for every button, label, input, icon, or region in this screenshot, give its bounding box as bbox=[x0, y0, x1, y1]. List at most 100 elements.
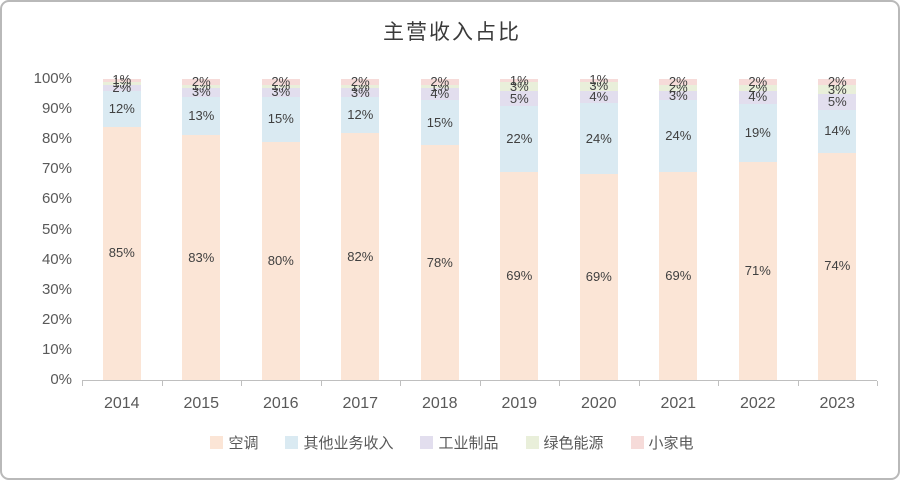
bar-segment-2018 bbox=[420, 145, 459, 380]
y-axis-tick-label: 60% bbox=[41, 190, 72, 208]
bar-segment-label: 83% bbox=[188, 249, 215, 265]
bar-segment-label: 2% bbox=[668, 74, 688, 89]
legend-item: 其他业务收入 bbox=[285, 432, 393, 453]
x-axis-tick-label: 2016 bbox=[262, 395, 299, 412]
bar-segment-label: 4% bbox=[589, 88, 609, 104]
bar-segment-label: 69% bbox=[506, 268, 533, 284]
bar-segment-label: 2% bbox=[191, 73, 211, 89]
bar-segment-label: 69% bbox=[585, 269, 612, 285]
x-axis-tick-mark bbox=[320, 381, 322, 386]
bar-segment-label: 2% bbox=[827, 74, 847, 90]
bar-segment-2017 bbox=[341, 88, 380, 98]
bar-segment-2018 bbox=[420, 85, 459, 89]
bar-segment-2019 bbox=[500, 82, 539, 92]
bar-segment-2015 bbox=[182, 79, 221, 85]
x-axis-tick-label: 2015 bbox=[183, 395, 220, 412]
bar-segment-label: 24% bbox=[585, 130, 612, 146]
bar-segment-label: 15% bbox=[426, 114, 453, 130]
y-axis-tick-label: 0% bbox=[50, 371, 72, 388]
x-axis-tick-label: 2020 bbox=[580, 395, 617, 412]
legend-swatch-icon bbox=[420, 436, 434, 449]
x-axis-tick-mark bbox=[161, 381, 163, 386]
x-axis-tick-mark bbox=[82, 381, 83, 386]
bar-segment-2014 bbox=[102, 84, 141, 91]
bar-segment-label: 14% bbox=[824, 123, 851, 139]
bar-segment-2023 bbox=[818, 94, 857, 110]
x-axis-tick-label: 2023 bbox=[819, 395, 856, 412]
bar-segment-label: 1% bbox=[589, 72, 609, 88]
y-axis-tick-label: 80% bbox=[41, 130, 72, 148]
bar-segment-label: 2% bbox=[271, 73, 291, 89]
x-axis-tick-label: 2014 bbox=[103, 395, 140, 412]
legend-label: 工业制品 bbox=[438, 435, 499, 452]
bar-segment-2018 bbox=[420, 88, 459, 101]
y-axis-tick-label: 20% bbox=[41, 310, 72, 328]
bar-segment-label: 74% bbox=[824, 258, 851, 274]
x-axis-tick-mark bbox=[479, 381, 481, 386]
bar-segment-2015 bbox=[182, 84, 221, 88]
bar-segment-2017 bbox=[341, 97, 380, 134]
x-axis-tick-label: 2018 bbox=[421, 395, 458, 412]
x-axis-tick-label: 2017 bbox=[342, 395, 379, 412]
y-axis-tick-label: 90% bbox=[41, 100, 72, 118]
bar-segment-2021 bbox=[659, 85, 698, 92]
bar-segment-2016 bbox=[261, 87, 300, 97]
y-axis-tick-label: 50% bbox=[41, 220, 72, 238]
bar-segment-label: 69% bbox=[665, 268, 692, 284]
x-axis-line bbox=[82, 380, 877, 381]
legend-label: 其他业务收入 bbox=[303, 435, 394, 452]
bar-segment-2014 bbox=[102, 81, 141, 85]
bar-segment-label: 80% bbox=[267, 252, 294, 268]
bar-segment-label: 19% bbox=[744, 124, 771, 140]
bar-segment-label: 78% bbox=[426, 254, 453, 270]
bar-segment-label: 4% bbox=[748, 89, 768, 105]
x-axis-tick-label: 2021 bbox=[660, 395, 697, 412]
bar-segment-2014 bbox=[102, 90, 141, 127]
bar-segment-2019 bbox=[500, 91, 539, 107]
bar-segment-2017 bbox=[341, 79, 380, 86]
chart-title: 主营收入占比 bbox=[383, 20, 521, 44]
legend-label: 小家电 bbox=[648, 435, 694, 452]
bar-segment-2023 bbox=[818, 79, 857, 86]
bar-segment-2020 bbox=[579, 174, 618, 380]
bar-segment-label: 2% bbox=[350, 74, 370, 89]
bar-segment-2014 bbox=[102, 126, 141, 380]
y-axis-tick-label: 40% bbox=[41, 250, 72, 268]
bar-segment-2023 bbox=[818, 85, 857, 95]
bar-segment-label: 3% bbox=[589, 78, 609, 94]
legend-swatch-icon bbox=[525, 436, 539, 449]
y-axis-tick-label: 70% bbox=[41, 160, 72, 178]
bar-segment-2019 bbox=[500, 106, 539, 173]
bar-segment-label: 12% bbox=[347, 107, 374, 123]
x-axis-tick-mark bbox=[241, 381, 242, 386]
bar-segment-2014 bbox=[102, 79, 141, 82]
bar-segment-label: 1% bbox=[112, 72, 132, 88]
bar-segment-label: 1% bbox=[509, 72, 529, 88]
legend-swatch-icon bbox=[285, 436, 299, 449]
y-axis-tick-label: 10% bbox=[41, 340, 72, 358]
bar-segment-2020 bbox=[579, 81, 618, 91]
bar-segment-label: 2% bbox=[748, 74, 768, 90]
bar-segment-2016 bbox=[261, 79, 300, 85]
x-axis-tick-mark bbox=[638, 381, 640, 386]
bar-segment-2022 bbox=[738, 79, 777, 86]
legend-item: 空调 bbox=[210, 432, 258, 453]
bar-segment-label: 4% bbox=[430, 86, 450, 102]
legend-label: 空调 bbox=[228, 435, 259, 452]
bar-segment-label: 3% bbox=[350, 84, 370, 100]
legend-item: 工业制品 bbox=[420, 432, 499, 453]
bar-segment-label: 5% bbox=[509, 90, 529, 106]
bar-segment-2020 bbox=[579, 90, 618, 103]
bar-segment-2018 bbox=[420, 79, 459, 86]
bar-segment-label: 13% bbox=[188, 107, 215, 123]
y-axis-tick-label: 30% bbox=[41, 280, 72, 298]
bar-segment-2015 bbox=[182, 96, 221, 136]
bar-segment-label: 12% bbox=[108, 100, 135, 116]
bar-segment-label: 3% bbox=[827, 81, 847, 97]
bar-segment-label: 3% bbox=[191, 84, 211, 100]
x-axis-tick-label: 2019 bbox=[501, 395, 538, 412]
x-axis-tick-mark bbox=[400, 381, 401, 386]
x-axis-tick-mark bbox=[877, 381, 878, 386]
